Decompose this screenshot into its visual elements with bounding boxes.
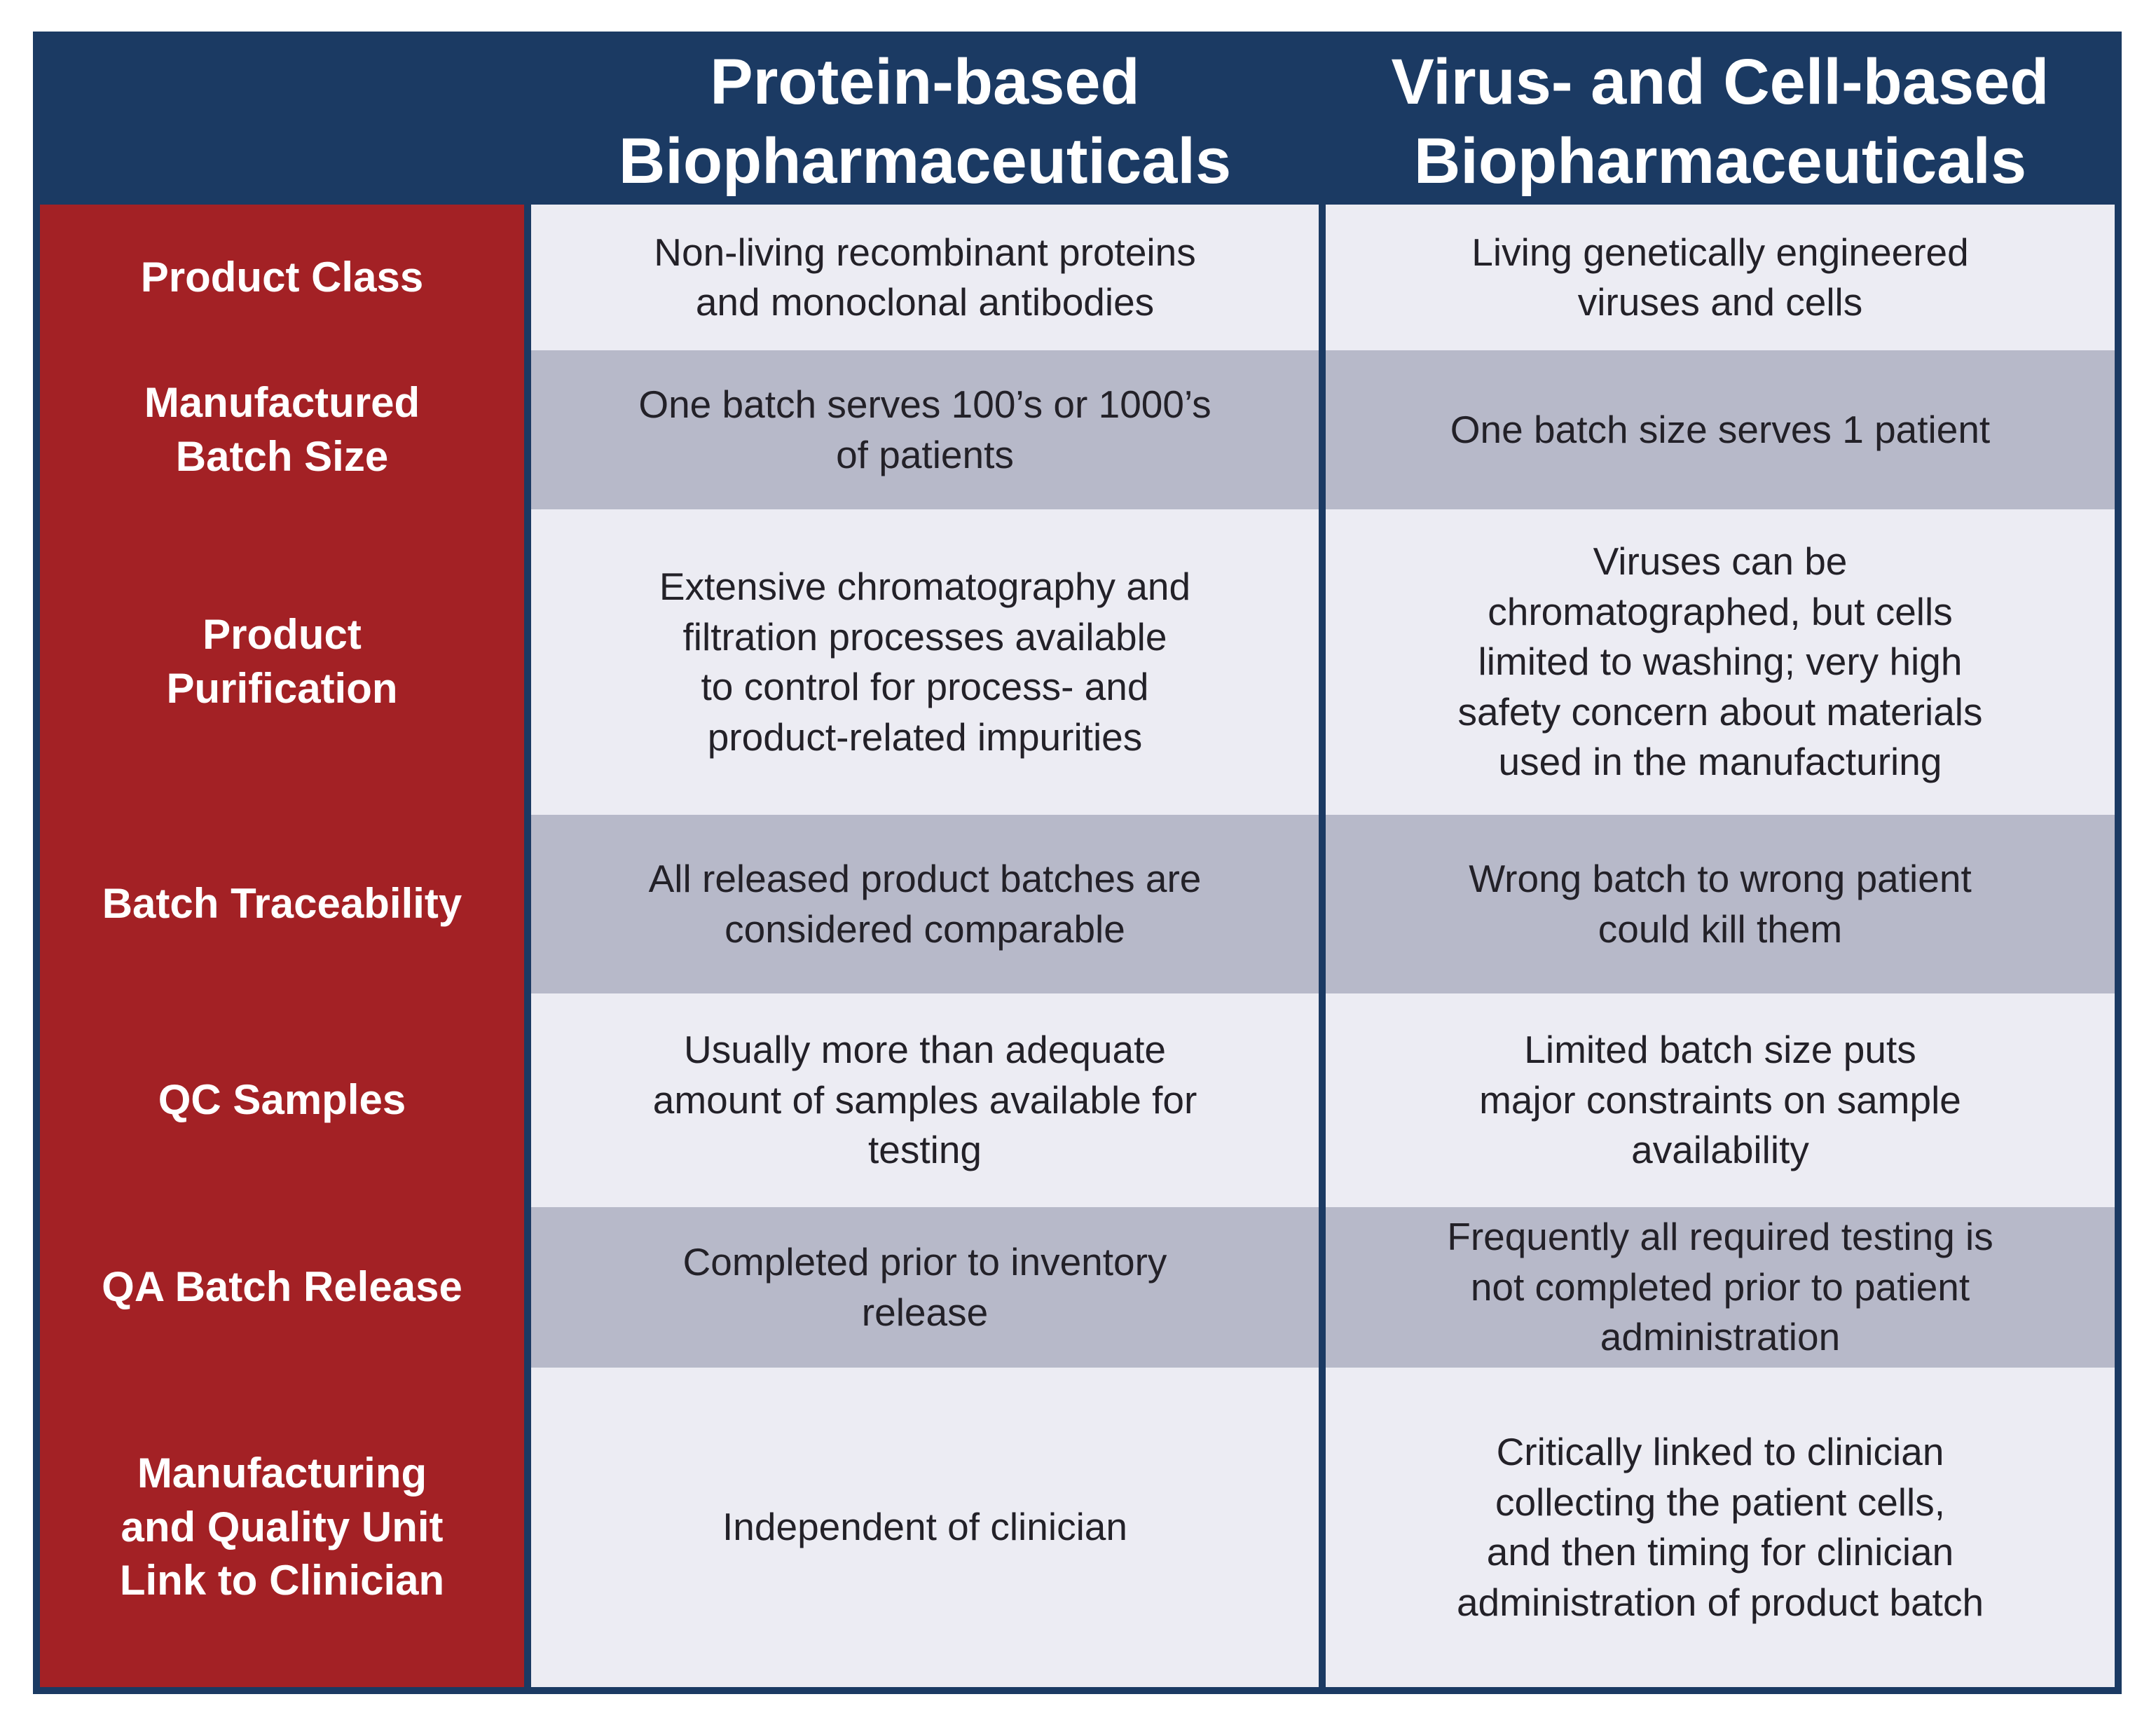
row-label-product-purification: Product Purification bbox=[40, 509, 524, 815]
cell-virus-manufacturing-quality-unit-link: Critically linked to clinician collectin… bbox=[1326, 1368, 2115, 1687]
cell-virus-qa-batch-release: Frequently all required testing is not c… bbox=[1326, 1207, 2115, 1368]
cell-virus-batch-traceability: Wrong batch to wrong patient could kill … bbox=[1326, 815, 2115, 993]
cell-virus-product-class: Living genetically engineered viruses an… bbox=[1326, 205, 2115, 350]
cell-protein-batch-traceability: All released product batches are conside… bbox=[531, 815, 1319, 993]
cell-protein-manufactured-batch-size: One batch serves 100’s or 1000’s of pati… bbox=[531, 350, 1319, 509]
cell-virus-qc-samples: Limited batch size puts major constraint… bbox=[1326, 993, 2115, 1207]
cell-protein-product-purification: Extensive chromatography and filtration … bbox=[531, 509, 1319, 815]
cell-virus-manufactured-batch-size: One batch size serves 1 patient bbox=[1326, 350, 2115, 509]
cell-protein-qc-samples: Usually more than adequate amount of sam… bbox=[531, 993, 1319, 1207]
row-label-product-class: Product Class bbox=[40, 205, 524, 350]
biopharma-comparison-table: Protein-based Biopharmaceuticals Virus- … bbox=[33, 32, 2122, 1694]
header-protein-based: Protein-based Biopharmaceuticals bbox=[531, 39, 1319, 205]
cell-protein-product-class: Non-living recombinant proteins and mono… bbox=[531, 205, 1319, 350]
row-label-batch-traceability: Batch Traceability bbox=[40, 815, 524, 993]
header-corner-cell bbox=[40, 39, 524, 205]
row-label-manufacturing-quality-unit-link: Manufacturing and Quality Unit Link to C… bbox=[40, 1368, 524, 1687]
cell-protein-qa-batch-release: Completed prior to inventory release bbox=[531, 1207, 1319, 1368]
row-label-qa-batch-release: QA Batch Release bbox=[40, 1207, 524, 1368]
cell-protein-manufacturing-quality-unit-link: Independent of clinician bbox=[531, 1368, 1319, 1687]
row-label-manufactured-batch-size: Manufactured Batch Size bbox=[40, 350, 524, 509]
row-label-qc-samples: QC Samples bbox=[40, 993, 524, 1207]
header-virus-cell-based: Virus- and Cell-based Biopharmaceuticals bbox=[1326, 39, 2115, 205]
cell-virus-product-purification: Viruses can be chromatographed, but cell… bbox=[1326, 509, 2115, 815]
